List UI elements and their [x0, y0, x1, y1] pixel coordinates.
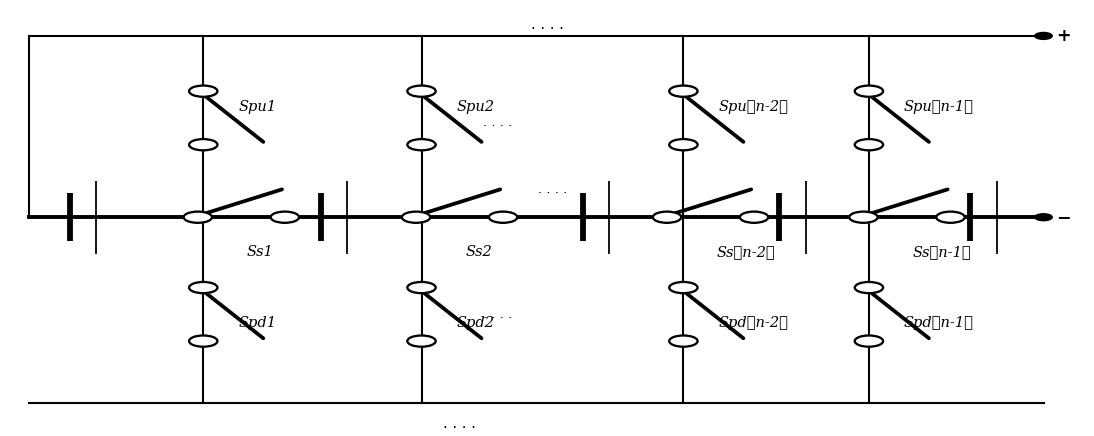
- Circle shape: [407, 139, 435, 150]
- Circle shape: [849, 211, 877, 223]
- Text: Spd2: Spd2: [456, 316, 494, 330]
- Circle shape: [189, 139, 218, 150]
- Circle shape: [854, 139, 883, 150]
- Text: Spu（n-2）: Spu（n-2）: [719, 100, 788, 114]
- Circle shape: [407, 85, 435, 97]
- Text: Ss1: Ss1: [247, 245, 274, 259]
- Circle shape: [670, 282, 698, 293]
- Text: . . . .: . . . .: [531, 17, 563, 31]
- Text: Spu1: Spu1: [238, 100, 276, 114]
- Text: . . . .: . . . .: [538, 183, 567, 196]
- Text: Ss（n-1）: Ss（n-1）: [912, 245, 971, 259]
- Circle shape: [189, 335, 218, 347]
- Circle shape: [189, 85, 218, 97]
- Circle shape: [854, 85, 883, 97]
- Text: Spu（n-1）: Spu（n-1）: [904, 100, 974, 114]
- Circle shape: [670, 335, 698, 347]
- Circle shape: [854, 335, 883, 347]
- Text: Spd（n-1）: Spd（n-1）: [904, 316, 974, 330]
- Text: Spd（n-2）: Spd（n-2）: [719, 316, 788, 330]
- Circle shape: [189, 282, 218, 293]
- Circle shape: [670, 85, 698, 97]
- Text: −: −: [1057, 208, 1071, 226]
- Text: . . . .: . . . .: [443, 416, 476, 431]
- Circle shape: [401, 211, 430, 223]
- Text: . . . .: . . . .: [484, 308, 512, 321]
- Circle shape: [653, 211, 682, 223]
- Circle shape: [407, 282, 435, 293]
- Text: Ss（n-2）: Ss（n-2）: [717, 245, 775, 259]
- Circle shape: [184, 211, 212, 223]
- Circle shape: [1035, 214, 1052, 221]
- Circle shape: [670, 139, 698, 150]
- Text: Spu2: Spu2: [456, 100, 494, 114]
- Circle shape: [936, 211, 965, 223]
- Circle shape: [489, 211, 517, 223]
- Circle shape: [854, 282, 883, 293]
- Text: Ss2: Ss2: [465, 245, 492, 259]
- Text: +: +: [1057, 27, 1071, 45]
- Text: Spd1: Spd1: [238, 316, 276, 330]
- Circle shape: [407, 335, 435, 347]
- Circle shape: [270, 211, 299, 223]
- Text: . . . .: . . . .: [484, 116, 512, 129]
- Circle shape: [740, 211, 768, 223]
- Circle shape: [1035, 32, 1052, 39]
